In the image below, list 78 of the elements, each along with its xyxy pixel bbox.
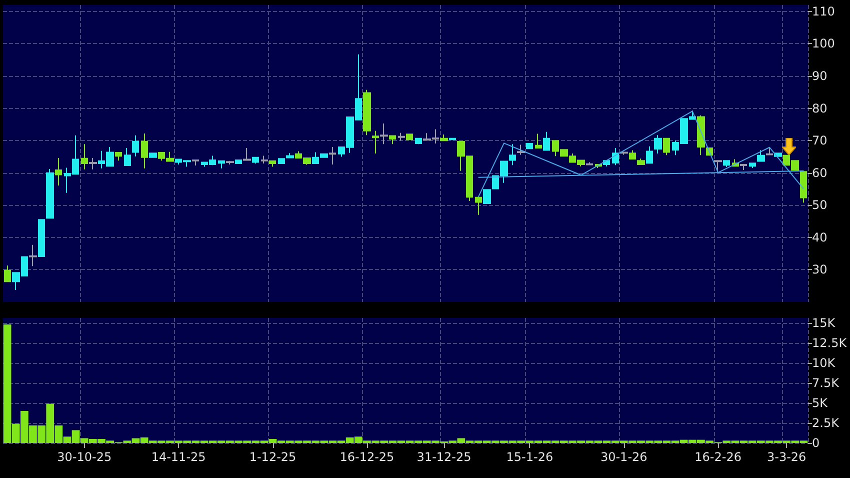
x-tick-label: 14-11-25: [151, 450, 206, 464]
x-tick-label: 31-12-25: [416, 450, 472, 464]
candlestick: [286, 152, 294, 158]
candlestick: [398, 132, 405, 142]
x-tick-label: 16-12-25: [340, 450, 394, 464]
candlestick: [535, 133, 542, 149]
candlestick: [218, 160, 225, 169]
candlestick: [132, 134, 139, 157]
candlestick: [612, 148, 619, 166]
y-tick-label: 5K: [812, 396, 829, 410]
candlestick: [526, 142, 533, 150]
candlestick: [415, 138, 422, 145]
candlestick: [740, 164, 747, 170]
y-tick-label: 50: [812, 198, 828, 212]
candlestick: [654, 134, 662, 154]
candlestick: [646, 146, 653, 164]
candlestick: [261, 155, 268, 164]
x-tick-label: 16-2-26: [694, 450, 742, 464]
y-tick-label: 2.5K: [812, 416, 840, 430]
y-tick-label: 100: [812, 36, 835, 51]
candlestick: [757, 150, 765, 162]
candlestick: [81, 144, 88, 170]
y-tick-label: 40: [812, 230, 828, 244]
candlestick: [235, 159, 242, 164]
y-tick-label: 110: [812, 4, 835, 18]
line-series: [478, 110, 804, 198]
candlestick: [363, 89, 371, 136]
candlestick: [406, 134, 413, 140]
candlestick: [141, 132, 148, 169]
x-tick-label: 3-3-26: [766, 450, 806, 464]
candlestick: [483, 189, 491, 204]
candlestick: [278, 158, 285, 164]
candlestick: [749, 162, 756, 169]
candlestick: [149, 152, 157, 158]
candlestick: [629, 150, 636, 160]
candlestick: [663, 138, 670, 156]
x-tick-label: 30-10-25: [57, 450, 112, 464]
x-tick-label: 30-1-26: [600, 450, 648, 464]
y-tick-label: 0: [812, 436, 820, 450]
y-tick-label: 7.5K: [812, 376, 840, 390]
candlestick: [89, 158, 97, 170]
candlestick: [766, 148, 773, 156]
y-tick-label: 12.5K: [812, 336, 848, 350]
candlestick: [440, 134, 448, 142]
candlestick: [55, 158, 62, 186]
y-tick-label: 80: [812, 101, 828, 116]
candlestick: [252, 156, 259, 164]
candlestick: [46, 168, 54, 219]
candlestick: [115, 152, 122, 162]
candlestick: [637, 158, 645, 165]
candlestick: [380, 122, 388, 145]
candlestick: [389, 135, 396, 145]
candlestick: [372, 130, 379, 154]
candlestick: [697, 114, 705, 156]
candlestick: [4, 265, 11, 282]
candlestick: [124, 148, 131, 166]
x-tick-label: 15-1-26: [506, 450, 554, 464]
candlestick: [192, 159, 199, 166]
y-tick-label: 70: [812, 134, 828, 148]
candlestick: [226, 160, 234, 165]
y-tick-label: 60: [812, 166, 828, 180]
y-tick-label: 10K: [812, 356, 836, 370]
candlestick: [269, 160, 276, 168]
candlestick: [714, 160, 722, 172]
candlestick: [38, 219, 45, 257]
candlestick: [29, 244, 37, 267]
candlestick: [543, 131, 550, 151]
candlestick: [586, 162, 593, 166]
candlestick: [475, 196, 482, 216]
candlestick: [800, 171, 807, 204]
candlestick: [329, 146, 336, 165]
candlestick: [723, 160, 730, 168]
y-tick-label: 15K: [812, 316, 836, 330]
candlestick: [243, 148, 251, 161]
x-tick-label: 1-12-25: [249, 450, 296, 464]
y-tick-label: 30: [812, 262, 828, 277]
y-tick-label: 90: [812, 69, 828, 84]
candlestick: [449, 138, 456, 140]
